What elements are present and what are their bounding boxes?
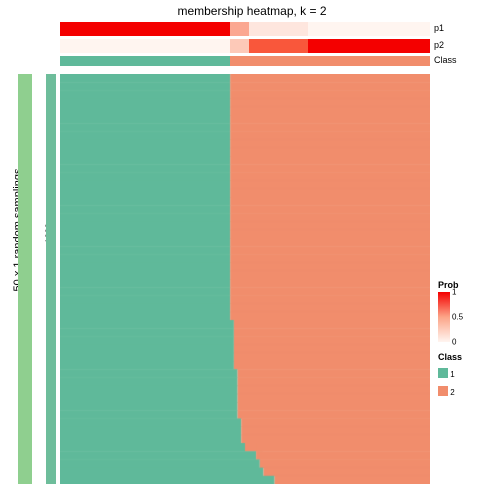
bar-segment (60, 56, 230, 66)
legend-prob-tick: 0 (452, 338, 456, 347)
bar-segment (230, 22, 249, 36)
side-bar-inner (46, 74, 56, 484)
bar-p1 (60, 22, 430, 36)
legend-prob-tick: 1 (452, 288, 456, 297)
label-class: Class (434, 55, 457, 65)
legend-class-title: Class (438, 352, 498, 362)
bar-segment (308, 39, 430, 53)
bar-segment (249, 22, 308, 36)
chart-root: membership heatmap, k = 2 50 x 1 random … (0, 0, 504, 504)
legend-prob-title: Prob (438, 280, 498, 290)
side-bar-outer (18, 74, 32, 484)
bar-segment (308, 22, 430, 36)
legend-swatch (438, 368, 448, 378)
bar-segment (230, 39, 249, 53)
legend-class-item: 2 (438, 382, 498, 400)
bar-segment (60, 22, 230, 36)
bar-segment (249, 39, 308, 53)
label-p1: p1 (434, 23, 444, 33)
legend-label: 2 (448, 388, 455, 397)
bar-segment (60, 39, 230, 53)
legend-class-item: 1 (438, 364, 498, 382)
bar-p2 (60, 39, 430, 53)
legend-label: 1 (448, 370, 455, 379)
bar-class (60, 56, 430, 66)
legend-swatch (438, 386, 448, 396)
heatmap-body (60, 74, 430, 484)
label-p2: p2 (434, 40, 444, 50)
heatmap-canvas (60, 74, 430, 484)
legend-prob: Prob 10.50 (438, 280, 498, 342)
legend-class: Class 1 2 (438, 352, 498, 400)
legend-prob-gradient: 10.50 (438, 292, 450, 342)
annotation-bars: p1 p2 Class (60, 22, 430, 69)
bar-segment (230, 56, 430, 66)
chart-title: membership heatmap, k = 2 (0, 4, 504, 18)
legend-prob-tick: 0.5 (452, 313, 463, 322)
